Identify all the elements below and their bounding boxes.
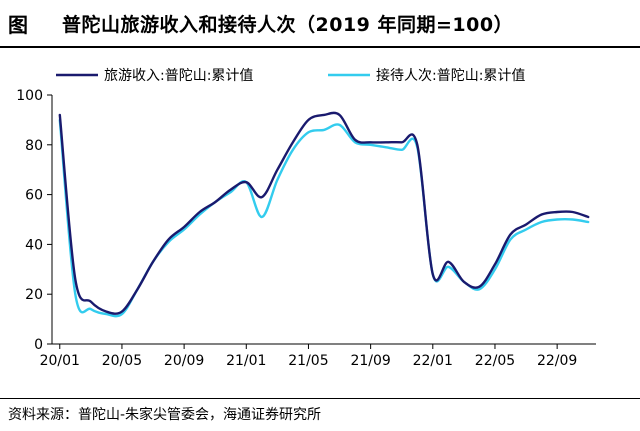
y-tick-label: 40 bbox=[25, 237, 43, 253]
chart-legend: 旅游收入:普陀山:累计值 接待人次:普陀山:累计值 bbox=[56, 67, 525, 84]
x-tick-label: 20/05 bbox=[102, 353, 142, 369]
x-tick-label: 22/05 bbox=[475, 353, 515, 369]
series-line-1 bbox=[58, 111, 590, 315]
source-note: 资料来源：普陀山-朱家尖管委会，海通证券研究所 bbox=[8, 407, 322, 423]
x-tick-label: 20/01 bbox=[40, 353, 80, 369]
figure-tag: 图 bbox=[8, 12, 28, 37]
y-tick-label: 80 bbox=[25, 138, 43, 154]
chart-axes: 0 20 40 60 80 100 20/01 20/05 20/09 21/01 21/05 21/… bbox=[16, 88, 596, 369]
legend-label-2: 接待人次:普陀山:累计值 bbox=[376, 67, 525, 84]
y-tick-label: 20 bbox=[25, 287, 43, 303]
x-tick-label: 20/09 bbox=[164, 353, 204, 369]
header-rule bbox=[0, 46, 640, 48]
y-tick-label: 100 bbox=[16, 88, 43, 104]
footer-rule bbox=[0, 398, 640, 399]
x-tick-label: 22/01 bbox=[413, 353, 453, 369]
x-tick-label: 21/05 bbox=[288, 353, 328, 369]
x-tick-label: 22/09 bbox=[537, 353, 577, 369]
figure-title: 普陀山旅游收入和接待人次（2019 年同期=100） bbox=[62, 13, 514, 36]
y-tick-label: 0 bbox=[34, 337, 43, 353]
chart-lines bbox=[58, 111, 590, 318]
x-tick-label: 21/09 bbox=[350, 353, 390, 369]
figure-header: 图 普陀山旅游收入和接待人次（2019 年同期=100） bbox=[0, 0, 640, 46]
x-tick-label: 21/01 bbox=[226, 353, 266, 369]
legend-label-1: 旅游收入:普陀山:累计值 bbox=[104, 68, 253, 84]
y-tick-label: 60 bbox=[25, 188, 43, 204]
